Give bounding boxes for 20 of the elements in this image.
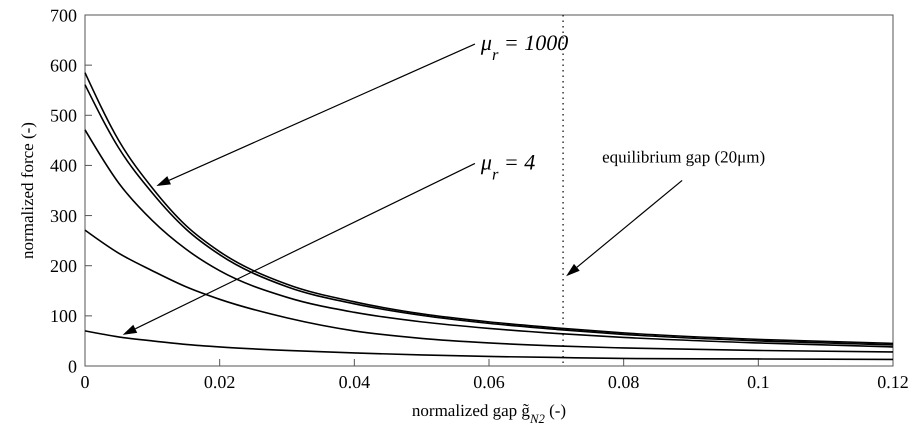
x-tick-label: 0.1 bbox=[747, 372, 770, 392]
x-tick-label: 0 bbox=[80, 372, 90, 392]
y-tick-label: 200 bbox=[50, 256, 77, 276]
x-tick-label: 0.08 bbox=[608, 372, 640, 392]
y-axis-title: normalized force (-) bbox=[18, 122, 37, 259]
y-tick-label: 700 bbox=[50, 5, 77, 26]
x-tick-label: 0.12 bbox=[877, 372, 909, 392]
x-tick-label: 0.02 bbox=[204, 372, 236, 392]
ref-line-label: equilibrium gap (20μm) bbox=[602, 147, 766, 166]
annotation: μ$_{r}$ = 4 bbox=[480, 149, 536, 183]
x-axis-title: normalized gap g̃$_{N2}$ (-) bbox=[412, 401, 566, 424]
x-tick-label: 0.06 bbox=[473, 372, 505, 392]
y-tick-label: 600 bbox=[50, 55, 77, 76]
y-tick-label: 500 bbox=[50, 106, 77, 126]
annotation: μ$_{r}$ = 1000 bbox=[480, 30, 568, 64]
y-tick-label: 0 bbox=[68, 356, 77, 376]
x-tick-label: 0.04 bbox=[338, 372, 370, 392]
y-tick-label: 300 bbox=[50, 206, 77, 226]
y-tick-label: 400 bbox=[50, 156, 77, 176]
y-tick-label: 100 bbox=[50, 306, 77, 326]
